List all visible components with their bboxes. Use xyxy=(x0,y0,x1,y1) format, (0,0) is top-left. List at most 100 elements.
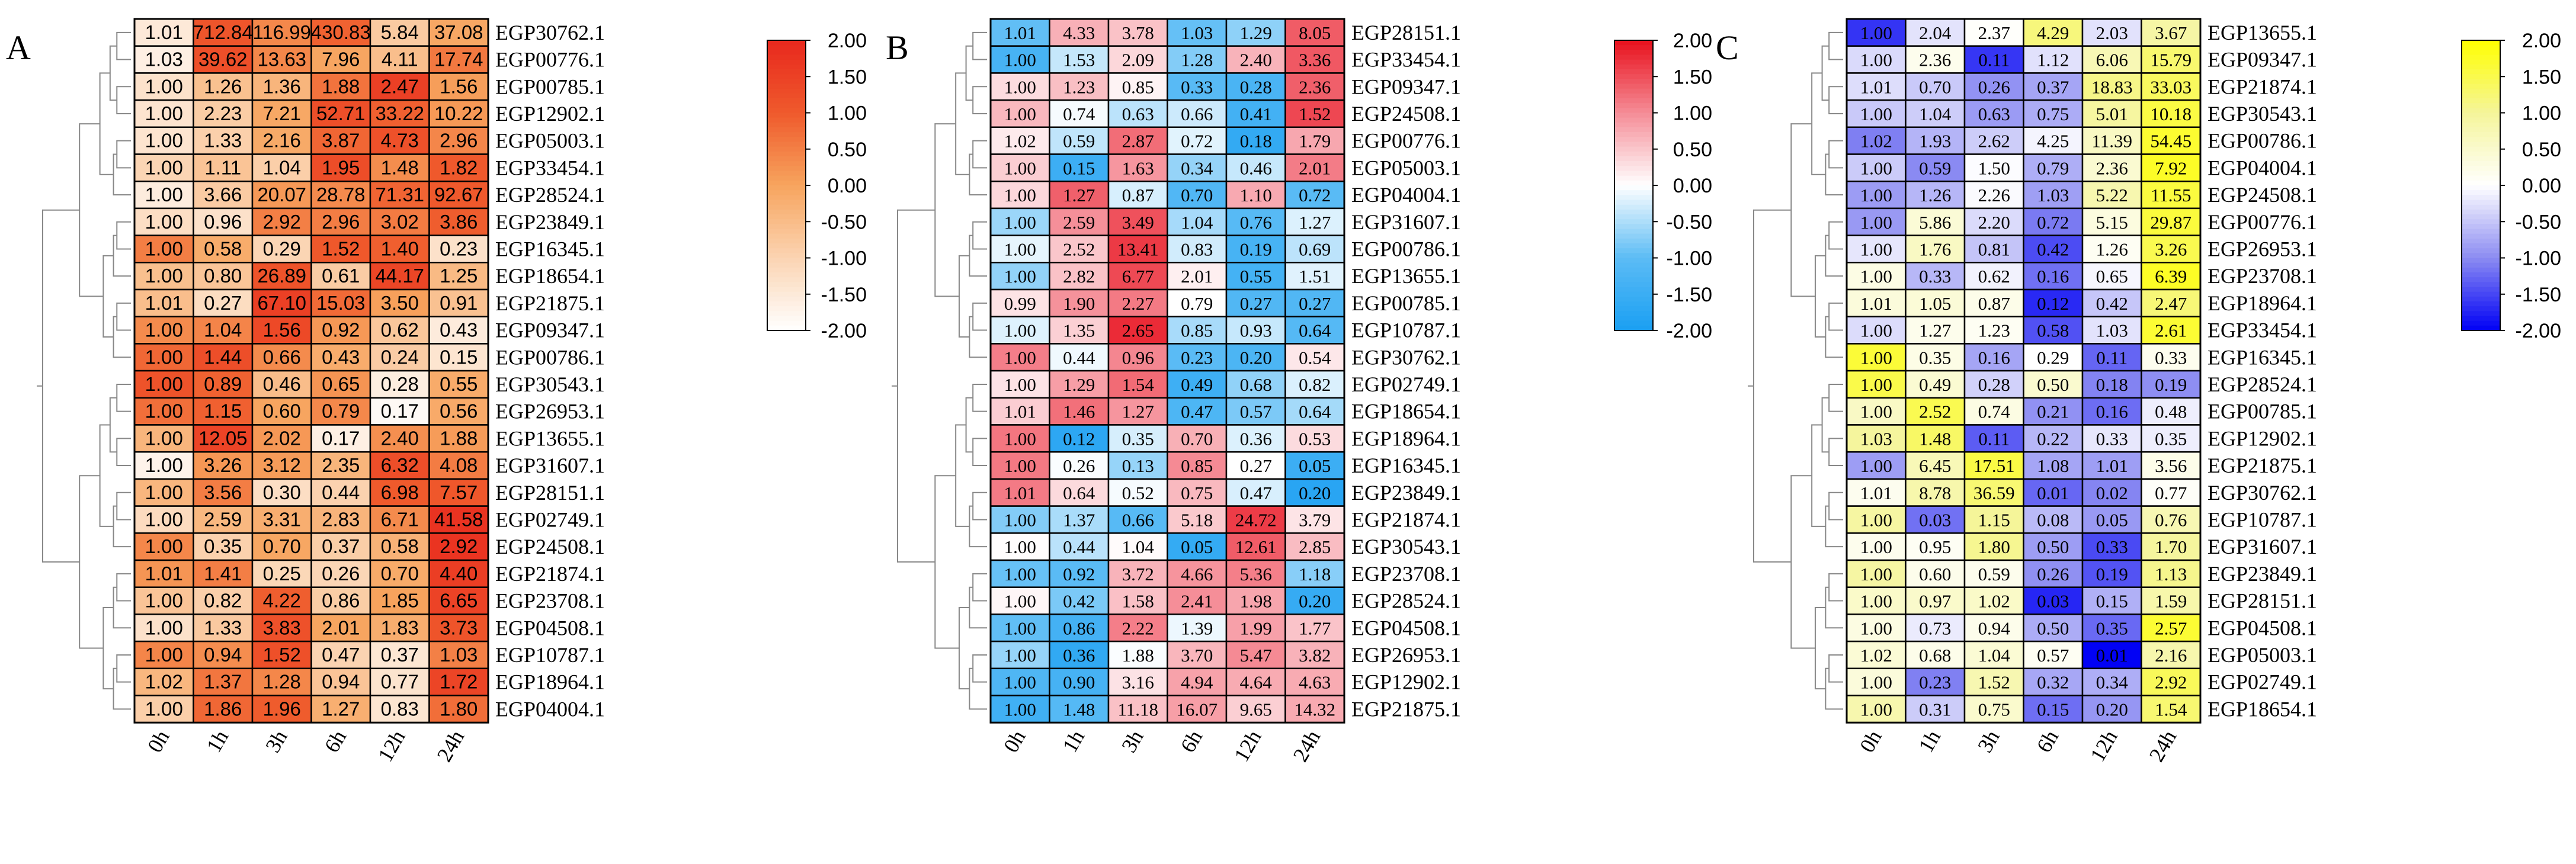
heatmap-cell xyxy=(1963,559,2024,588)
row-label: EGP31607.1 xyxy=(2207,535,2317,558)
colorbar-tick-label: -1.00 xyxy=(2516,248,2562,270)
colorbar-segment xyxy=(1614,277,1653,282)
colorbar-segment xyxy=(767,146,806,152)
heatmap-cell xyxy=(1846,586,1907,615)
cell-value-label: 1.86 xyxy=(204,698,242,720)
heatmap-cell xyxy=(2081,695,2142,724)
heatmap-cell xyxy=(1284,559,1345,588)
cell-value-label: 0.05 xyxy=(2096,509,2128,530)
row-label: EGP24508.1 xyxy=(2207,183,2317,207)
row-label: EGP18654.1 xyxy=(2207,697,2317,721)
cell-value-label: 1.28 xyxy=(1181,50,1213,70)
cell-value-label: 0.42 xyxy=(2037,239,2069,259)
row-label: EGP05003.1 xyxy=(1351,156,1461,179)
cell-value-label: 1.00 xyxy=(1860,672,1892,693)
cell-value-label: 0.87 xyxy=(1122,185,1154,205)
heatmap-cell xyxy=(369,695,430,724)
cell-value-label: 1.00 xyxy=(1004,158,1036,178)
colorbar-segment xyxy=(1614,137,1653,143)
cell-value-label: 4.66 xyxy=(1181,564,1213,584)
heatmap-cell xyxy=(1107,695,1168,724)
colorbar-segment xyxy=(2462,248,2500,253)
cell-value-label: 4.08 xyxy=(440,454,478,476)
dendrogram-branch xyxy=(79,475,104,649)
cell-value-label: 5.22 xyxy=(2096,185,2128,205)
cell-value-label: 0.85 xyxy=(1122,76,1154,97)
cell-value-label: 1.00 xyxy=(145,590,183,612)
cell-value-label: 3.67 xyxy=(2155,23,2187,43)
row-label: EGP26953.1 xyxy=(495,400,605,423)
cell-value-label: 2.36 xyxy=(1919,50,1951,70)
heatmap-cell xyxy=(1225,126,1286,155)
heatmap-cell xyxy=(1846,370,1907,399)
colorbar-tick-label: 0.00 xyxy=(1673,175,1712,197)
column-label: 3h xyxy=(1973,726,2004,756)
colorbar-segment xyxy=(1614,54,1653,60)
heatmap-cell xyxy=(1963,640,2024,670)
cell-value-label: 0.80 xyxy=(204,265,242,287)
cell-value-label: 0.59 xyxy=(1063,131,1095,152)
heatmap-cell xyxy=(133,153,194,182)
colorbar-segment xyxy=(767,272,806,278)
colorbar-tick-label: 2.00 xyxy=(828,30,867,52)
cell-value-label: 1.01 xyxy=(1004,402,1036,422)
row-label: EGP31607.1 xyxy=(1351,210,1461,234)
row-label: EGP24508.1 xyxy=(495,535,605,558)
cell-value-label: 2.27 xyxy=(1122,293,1154,314)
colorbar-segment xyxy=(1614,253,1653,259)
cell-value-label: 0.11 xyxy=(1978,50,2010,70)
cell-value-label: 0.12 xyxy=(1063,428,1095,449)
heatmap-cell xyxy=(2023,288,2084,317)
cell-value-label: 0.36 xyxy=(1240,428,1272,449)
cell-value-label: 0.96 xyxy=(1122,347,1154,368)
heatmap-cell xyxy=(251,667,312,696)
column-label: 6h xyxy=(320,726,351,756)
colorbar-segment xyxy=(2462,98,2500,104)
cell-value-label: 1.10 xyxy=(1240,185,1272,205)
colorbar-segment xyxy=(2462,40,2500,46)
heatmap-cell xyxy=(369,126,430,155)
colorbar-segment xyxy=(767,238,806,244)
heatmap-cell xyxy=(1905,559,1966,588)
heatmap-cell xyxy=(2023,343,2084,372)
colorbar-segment xyxy=(767,258,806,264)
heatmap-cell xyxy=(1107,559,1168,588)
cell-value-label: 33.22 xyxy=(375,102,424,124)
dendrogram-branch xyxy=(972,383,987,412)
colorbar-segment xyxy=(1614,50,1653,56)
cell-value-label: 0.79 xyxy=(2037,158,2069,178)
heatmap-cell xyxy=(1049,180,1110,210)
dendrogram-branch xyxy=(109,45,117,101)
cell-value-label: 0.48 xyxy=(2155,402,2187,422)
heatmap-cell xyxy=(1049,695,1110,724)
heatmap-cell xyxy=(989,451,1050,480)
cell-value-label: 2.62 xyxy=(1978,131,2010,152)
cell-value-label: 0.11 xyxy=(1978,428,2010,449)
cell-value-label: 0.85 xyxy=(1181,320,1213,341)
colorbar-segment xyxy=(2462,79,2500,85)
heatmap-cell xyxy=(310,370,371,399)
heatmap-cell xyxy=(1107,640,1168,670)
cell-value-label: 1.00 xyxy=(1860,23,1892,43)
heatmap-cell xyxy=(989,586,1050,615)
cell-value-label: 1.54 xyxy=(1122,374,1155,395)
heatmap-cell xyxy=(133,235,194,264)
dendrogram-branch xyxy=(1811,424,1826,527)
cell-value-label: 1.00 xyxy=(1860,347,1892,368)
dendrogram-branch xyxy=(958,255,970,338)
colorbar-segment xyxy=(1614,224,1653,230)
cell-value-label: 1.02 xyxy=(1978,591,2010,612)
heatmap-cell xyxy=(1846,288,1907,317)
cell-value-label: 1.52 xyxy=(1978,672,2010,693)
cell-value-label: 1.01 xyxy=(1860,293,1892,314)
colorbar-segment xyxy=(767,69,806,75)
cell-value-label: 1.00 xyxy=(1004,645,1036,666)
heatmap-cell xyxy=(2141,153,2202,182)
cell-value-label: 1.05 xyxy=(1919,293,1951,314)
cell-value-label: 0.94 xyxy=(1978,618,2011,638)
cell-value-label: 3.72 xyxy=(1122,564,1154,584)
heatmap-cell xyxy=(1225,99,1286,129)
cell-value-label: 1.35 xyxy=(1063,320,1095,341)
row-label: EGP33454.1 xyxy=(2207,319,2317,342)
cell-value-label: 0.49 xyxy=(1919,374,1951,395)
